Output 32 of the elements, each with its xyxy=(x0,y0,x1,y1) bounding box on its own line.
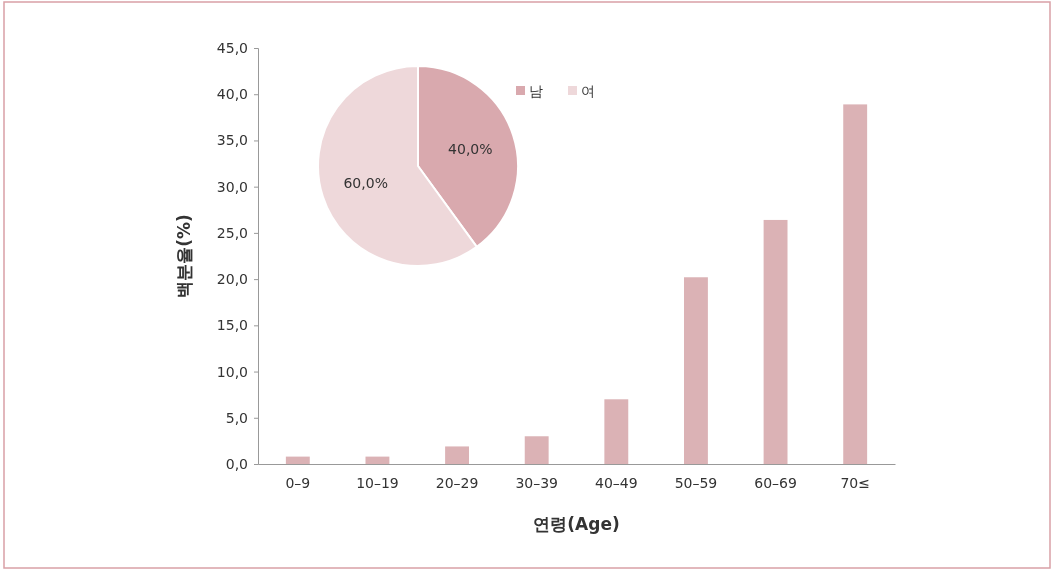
y-tick-label: 45,0 xyxy=(216,39,248,56)
bar xyxy=(445,446,470,464)
data-label: 60,0% xyxy=(343,174,388,191)
x-tick-label: 70≤ xyxy=(840,474,870,491)
bar xyxy=(683,277,708,464)
bar xyxy=(524,436,549,464)
legend-label: 여 xyxy=(581,82,595,99)
y-axis-title: 백분율(%) xyxy=(174,214,194,298)
y-tick-label: 20,0 xyxy=(216,271,248,288)
x-tick-label: 40–49 xyxy=(594,474,638,491)
legend-label: 남 xyxy=(529,82,543,99)
y-tick-label: 0,0 xyxy=(225,455,248,472)
y-tick-label: 5,0 xyxy=(225,409,248,426)
bar xyxy=(604,399,629,464)
y-tick-label: 10,0 xyxy=(216,363,248,380)
x-tick-label: 30–39 xyxy=(515,474,559,491)
x-tick-label: 10–19 xyxy=(356,474,399,491)
y-tick-label: 40,0 xyxy=(216,86,248,103)
bar xyxy=(365,456,390,464)
x-tick-label: 60–69 xyxy=(754,474,797,491)
bar xyxy=(763,219,788,464)
y-tick-label: 15,0 xyxy=(216,317,248,334)
x-tick-label: 50–59 xyxy=(674,474,718,491)
x-axis-title: 연령(Age) xyxy=(533,514,620,534)
x-tick-label: 0–9 xyxy=(285,474,311,491)
y-tick-label: 35,0 xyxy=(216,132,248,149)
y-tick-label: 25,0 xyxy=(216,224,248,241)
bar xyxy=(843,104,868,464)
x-tick-label: 20–29 xyxy=(435,474,479,491)
y-tick-label: 30,0 xyxy=(216,178,248,195)
bar xyxy=(285,456,310,464)
data-label: 40,0% xyxy=(448,140,493,157)
